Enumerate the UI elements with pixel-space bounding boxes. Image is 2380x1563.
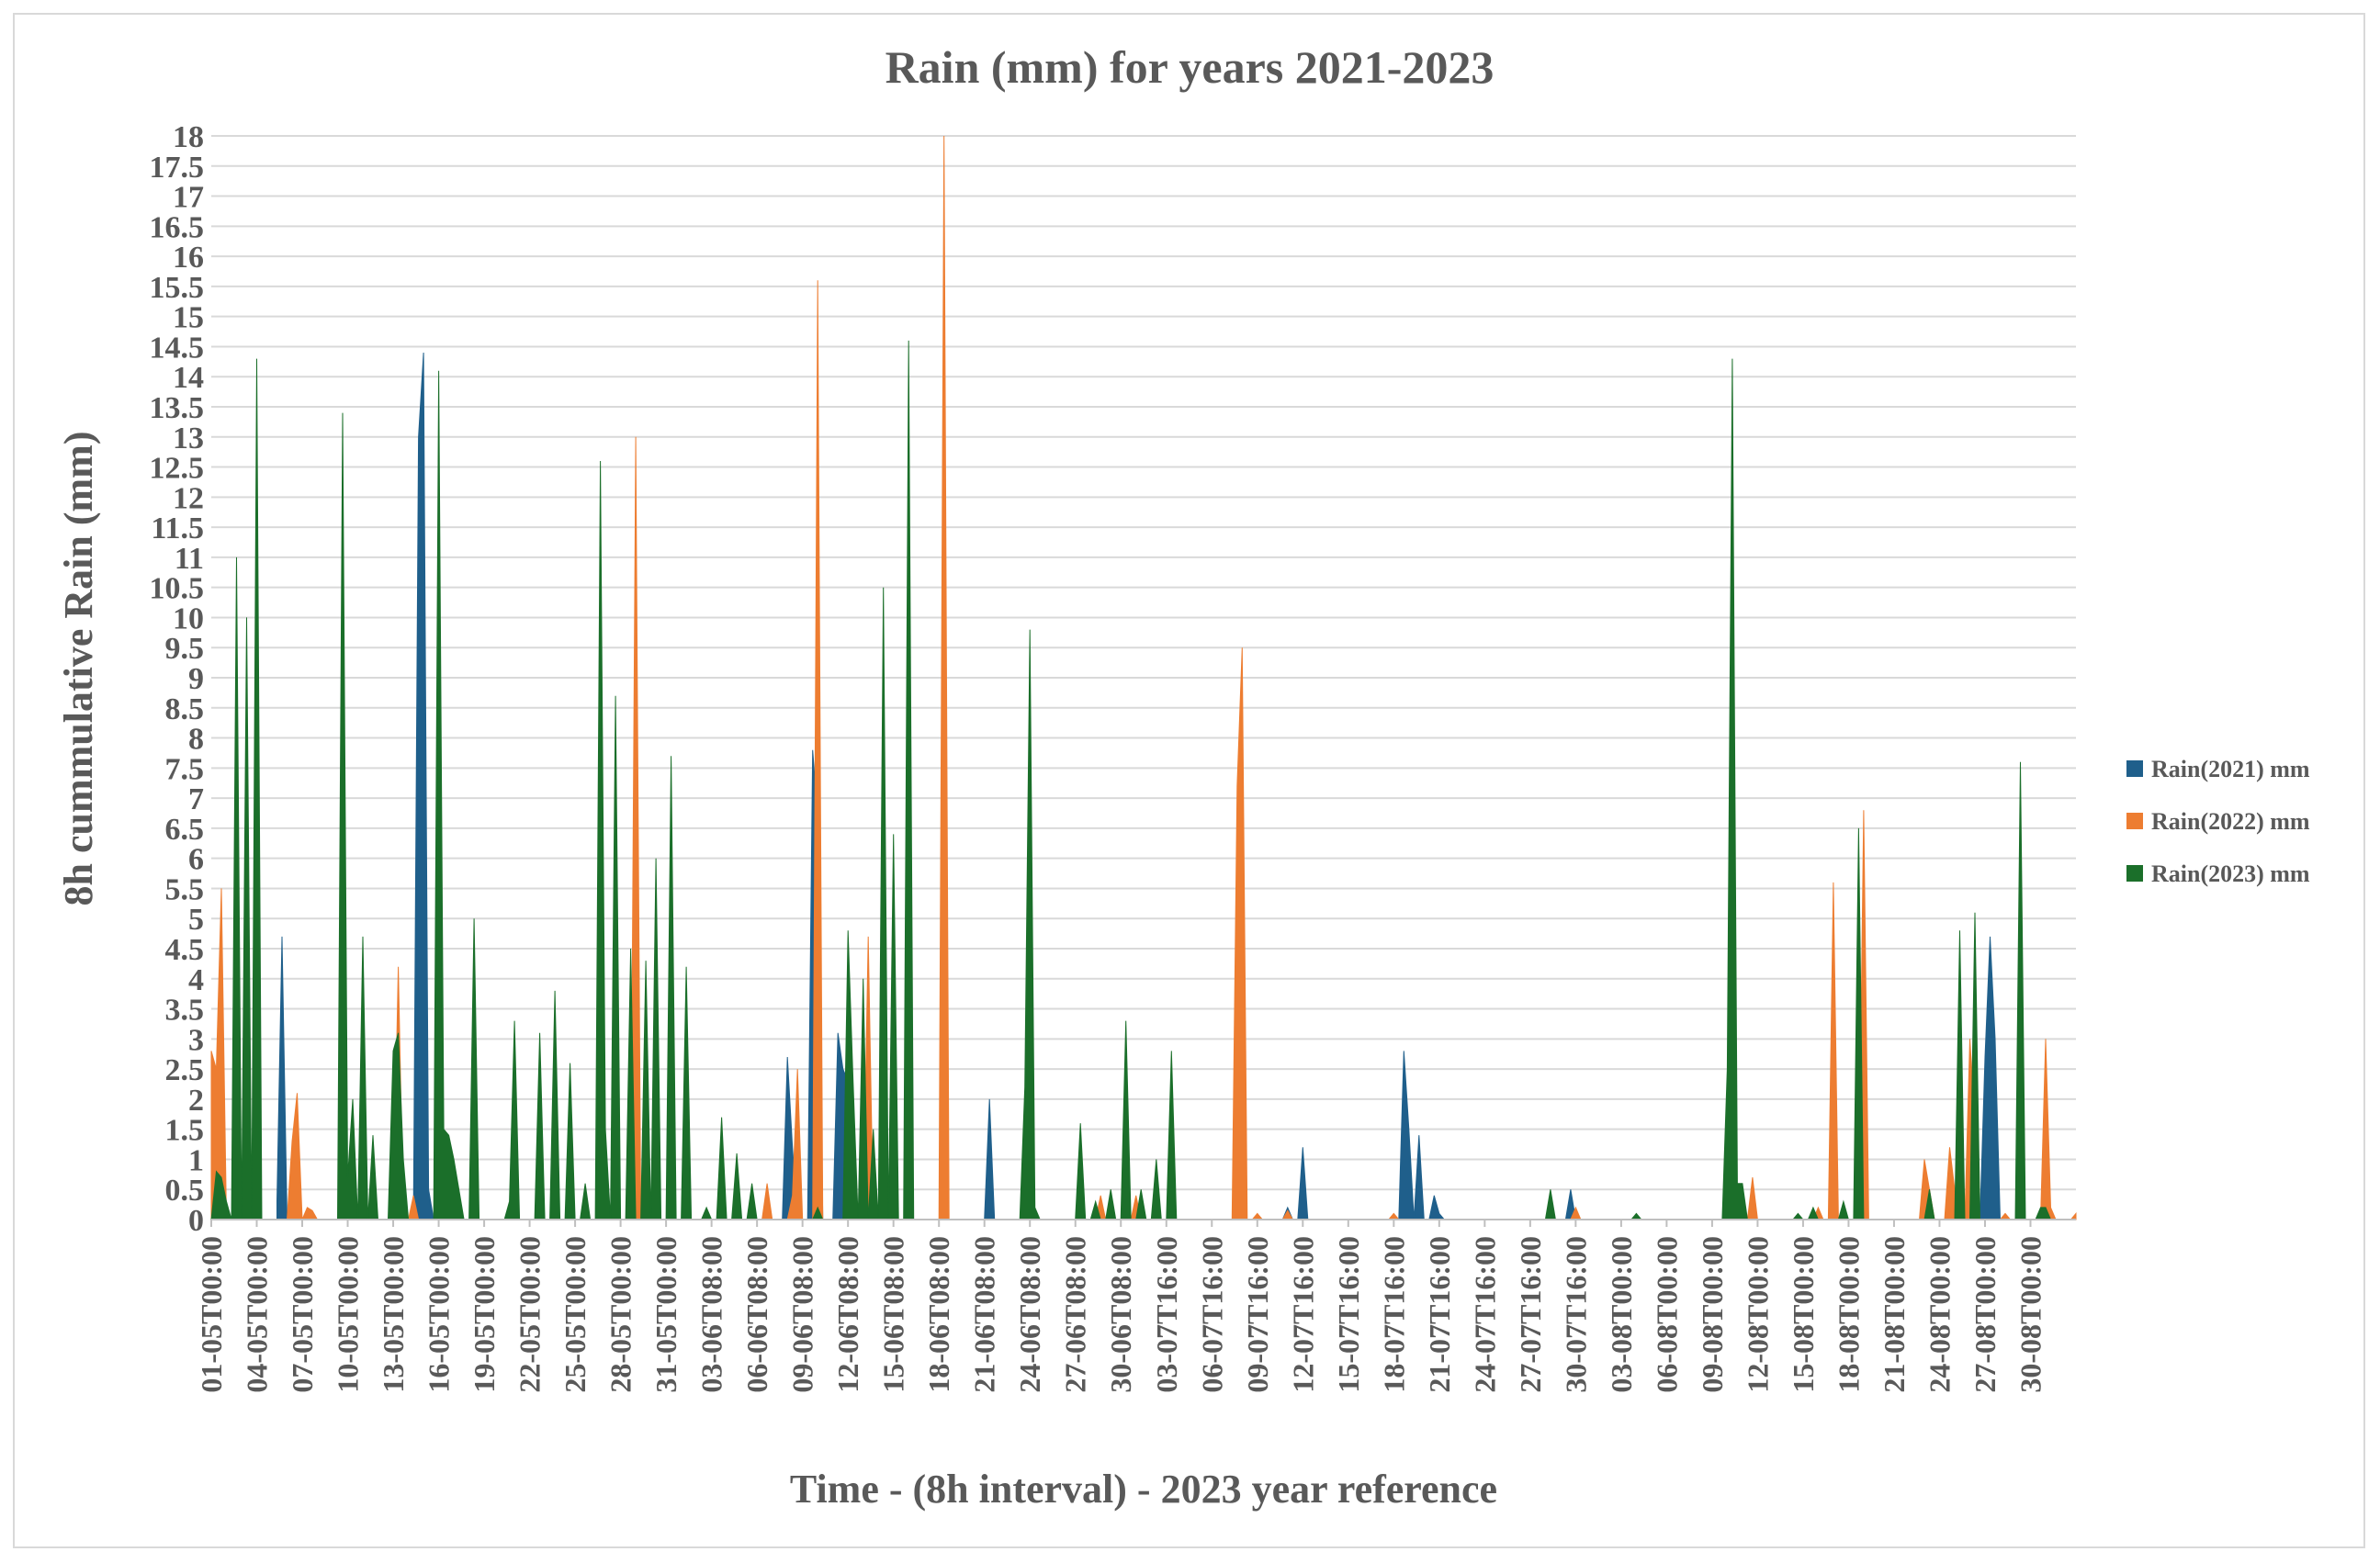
- y-tick-label: 12.5: [150, 452, 205, 486]
- y-tick-label: 6.5: [165, 813, 205, 847]
- y-tick-label: 16: [173, 241, 204, 275]
- y-tick-label: 11: [175, 542, 204, 576]
- x-tick-label: 27-08T00:00: [1968, 1236, 2002, 1393]
- y-tick-label: 8.5: [165, 692, 205, 726]
- y-axis-ticks: 00.511.522.533.544.555.566.577.588.599.5…: [150, 120, 205, 1238]
- x-tick-label: 09-07T16:00: [1241, 1236, 1274, 1393]
- x-tick-label: 28-05T00:00: [604, 1236, 637, 1393]
- x-tick-label: 09-08T00:00: [1696, 1236, 1729, 1393]
- chart-title: Rain (mm) for years 2021-2023: [885, 41, 1495, 93]
- y-tick-label: 15: [173, 301, 204, 335]
- x-tick-label: 25-05T00:00: [558, 1236, 592, 1393]
- x-tick-label: 15-06T08:00: [877, 1236, 910, 1393]
- y-tick-label: 11.5: [151, 512, 204, 545]
- gridlines: [211, 135, 2076, 1191]
- y-tick-label: 14.5: [150, 331, 205, 365]
- legend-swatch-1: [2126, 760, 2143, 777]
- y-tick-label: 0.5: [165, 1174, 205, 1208]
- y-tick-label: 0: [188, 1204, 204, 1238]
- x-tick-label: 03-08T00:00: [1605, 1236, 1638, 1393]
- y-tick-label: 4.5: [165, 933, 205, 967]
- x-tick-label: 31-05T00:00: [649, 1236, 682, 1393]
- x-tick-label: 01-05T00:00: [195, 1236, 228, 1393]
- y-tick-label: 4: [188, 963, 204, 997]
- y-tick-label: 10.5: [150, 572, 205, 606]
- x-tick-label: 03-06T08:00: [695, 1236, 728, 1393]
- y-tick-label: 6: [188, 843, 204, 877]
- x-tick-label: 30-07T16:00: [1559, 1236, 1592, 1393]
- y-tick-label: 3.5: [165, 994, 205, 1028]
- x-tick-label: 21-07T16:00: [1423, 1236, 1456, 1393]
- y-tick-label: 13.5: [150, 391, 205, 425]
- chart-frame: [13, 13, 2365, 1548]
- x-tick-label: 04-05T00:00: [241, 1236, 274, 1393]
- x-tick-label: 21-06T08:00: [968, 1236, 1001, 1393]
- x-tick-label: 06-07T16:00: [1195, 1236, 1228, 1393]
- y-tick-label: 9.5: [165, 632, 205, 666]
- y-tick-label: 5.5: [165, 872, 205, 906]
- x-tick-label: 22-05T00:00: [513, 1236, 547, 1393]
- series-area-3: [210, 340, 2052, 1220]
- x-tick-label: 10-05T00:00: [332, 1236, 365, 1393]
- y-tick-label: 14: [173, 361, 204, 395]
- x-tick-label: 12-06T08:00: [831, 1236, 864, 1393]
- x-tick-label: 07-05T00:00: [286, 1236, 319, 1393]
- x-tick-label: 24-06T08:00: [1013, 1236, 1046, 1393]
- y-tick-label: 7.5: [165, 752, 205, 786]
- y-tick-label: 2.5: [165, 1053, 205, 1087]
- y-tick-label: 1.5: [165, 1114, 205, 1148]
- y-tick-label: 15.5: [150, 271, 205, 305]
- y-tick-label: 2: [188, 1084, 204, 1118]
- y-tick-label: 10: [173, 602, 204, 635]
- x-tick-label: 06-08T00:00: [1650, 1236, 1683, 1393]
- y-tick-label: 8: [188, 723, 204, 757]
- series-area-1: [276, 352, 2076, 1220]
- x-tick-label: 13-05T00:00: [377, 1236, 410, 1393]
- legend-label-2: Rain(2022) mm: [2151, 808, 2310, 835]
- legend-label-3: Rain(2023) mm: [2151, 860, 2310, 887]
- y-tick-label: 16.5: [150, 210, 205, 244]
- x-tick-label: 18-06T08:00: [922, 1236, 955, 1393]
- x-tick-label: 06-06T08:00: [740, 1236, 773, 1393]
- x-tick-label: 24-07T16:00: [1468, 1236, 1501, 1393]
- x-tick-label: 30-08T00:00: [2014, 1236, 2047, 1393]
- x-axis-label: Time - (8h interval) - 2023 year referen…: [790, 1467, 1497, 1512]
- legend: Rain(2021) mm Rain(2022) mm Rain(2023) mm: [2126, 756, 2310, 887]
- x-tick-label: 18-07T16:00: [1377, 1236, 1410, 1393]
- x-tick-label: 03-07T16:00: [1150, 1236, 1183, 1393]
- x-tick-label: 21-08T00:00: [1878, 1236, 1911, 1393]
- x-tick-label: 15-07T16:00: [1332, 1236, 1365, 1393]
- y-tick-label: 18: [173, 120, 204, 154]
- y-tick-label: 5: [188, 903, 204, 937]
- x-tick-label: 09-06T08:00: [786, 1236, 819, 1393]
- x-axis-ticks: 01-05T00:00 04-05T00:00 07-05T00:00 10-05T0…: [195, 1220, 2047, 1393]
- x-tick-label: 24-08T00:00: [1923, 1236, 1957, 1393]
- x-tick-label: 12-08T00:00: [1741, 1236, 1774, 1393]
- y-tick-label: 9: [188, 662, 204, 696]
- x-tick-label: 18-08T00:00: [1832, 1236, 1865, 1393]
- x-tick-label: 16-05T00:00: [423, 1236, 456, 1393]
- x-tick-label: 27-07T16:00: [1514, 1236, 1547, 1393]
- y-axis-label: 8h cummulative Rain (mm): [56, 432, 101, 906]
- x-tick-label: 27-06T08:00: [1059, 1236, 1092, 1393]
- y-tick-label: 1: [188, 1143, 204, 1177]
- x-tick-label: 19-05T00:00: [468, 1236, 501, 1393]
- y-tick-label: 13: [173, 422, 204, 455]
- x-tick-label: 12-07T16:00: [1286, 1236, 1319, 1393]
- y-tick-label: 12: [173, 481, 204, 515]
- legend-swatch-3: [2126, 865, 2143, 882]
- y-tick-label: 7: [188, 782, 204, 816]
- legend-swatch-2: [2126, 813, 2143, 829]
- x-tick-label: 15-08T00:00: [1787, 1236, 1820, 1393]
- legend-label-1: Rain(2021) mm: [2151, 756, 2310, 782]
- x-tick-label: 30-06T08:00: [1104, 1236, 1137, 1393]
- y-tick-label: 17.5: [150, 151, 205, 185]
- y-tick-label: 3: [188, 1023, 204, 1057]
- y-tick-label: 17: [173, 181, 204, 215]
